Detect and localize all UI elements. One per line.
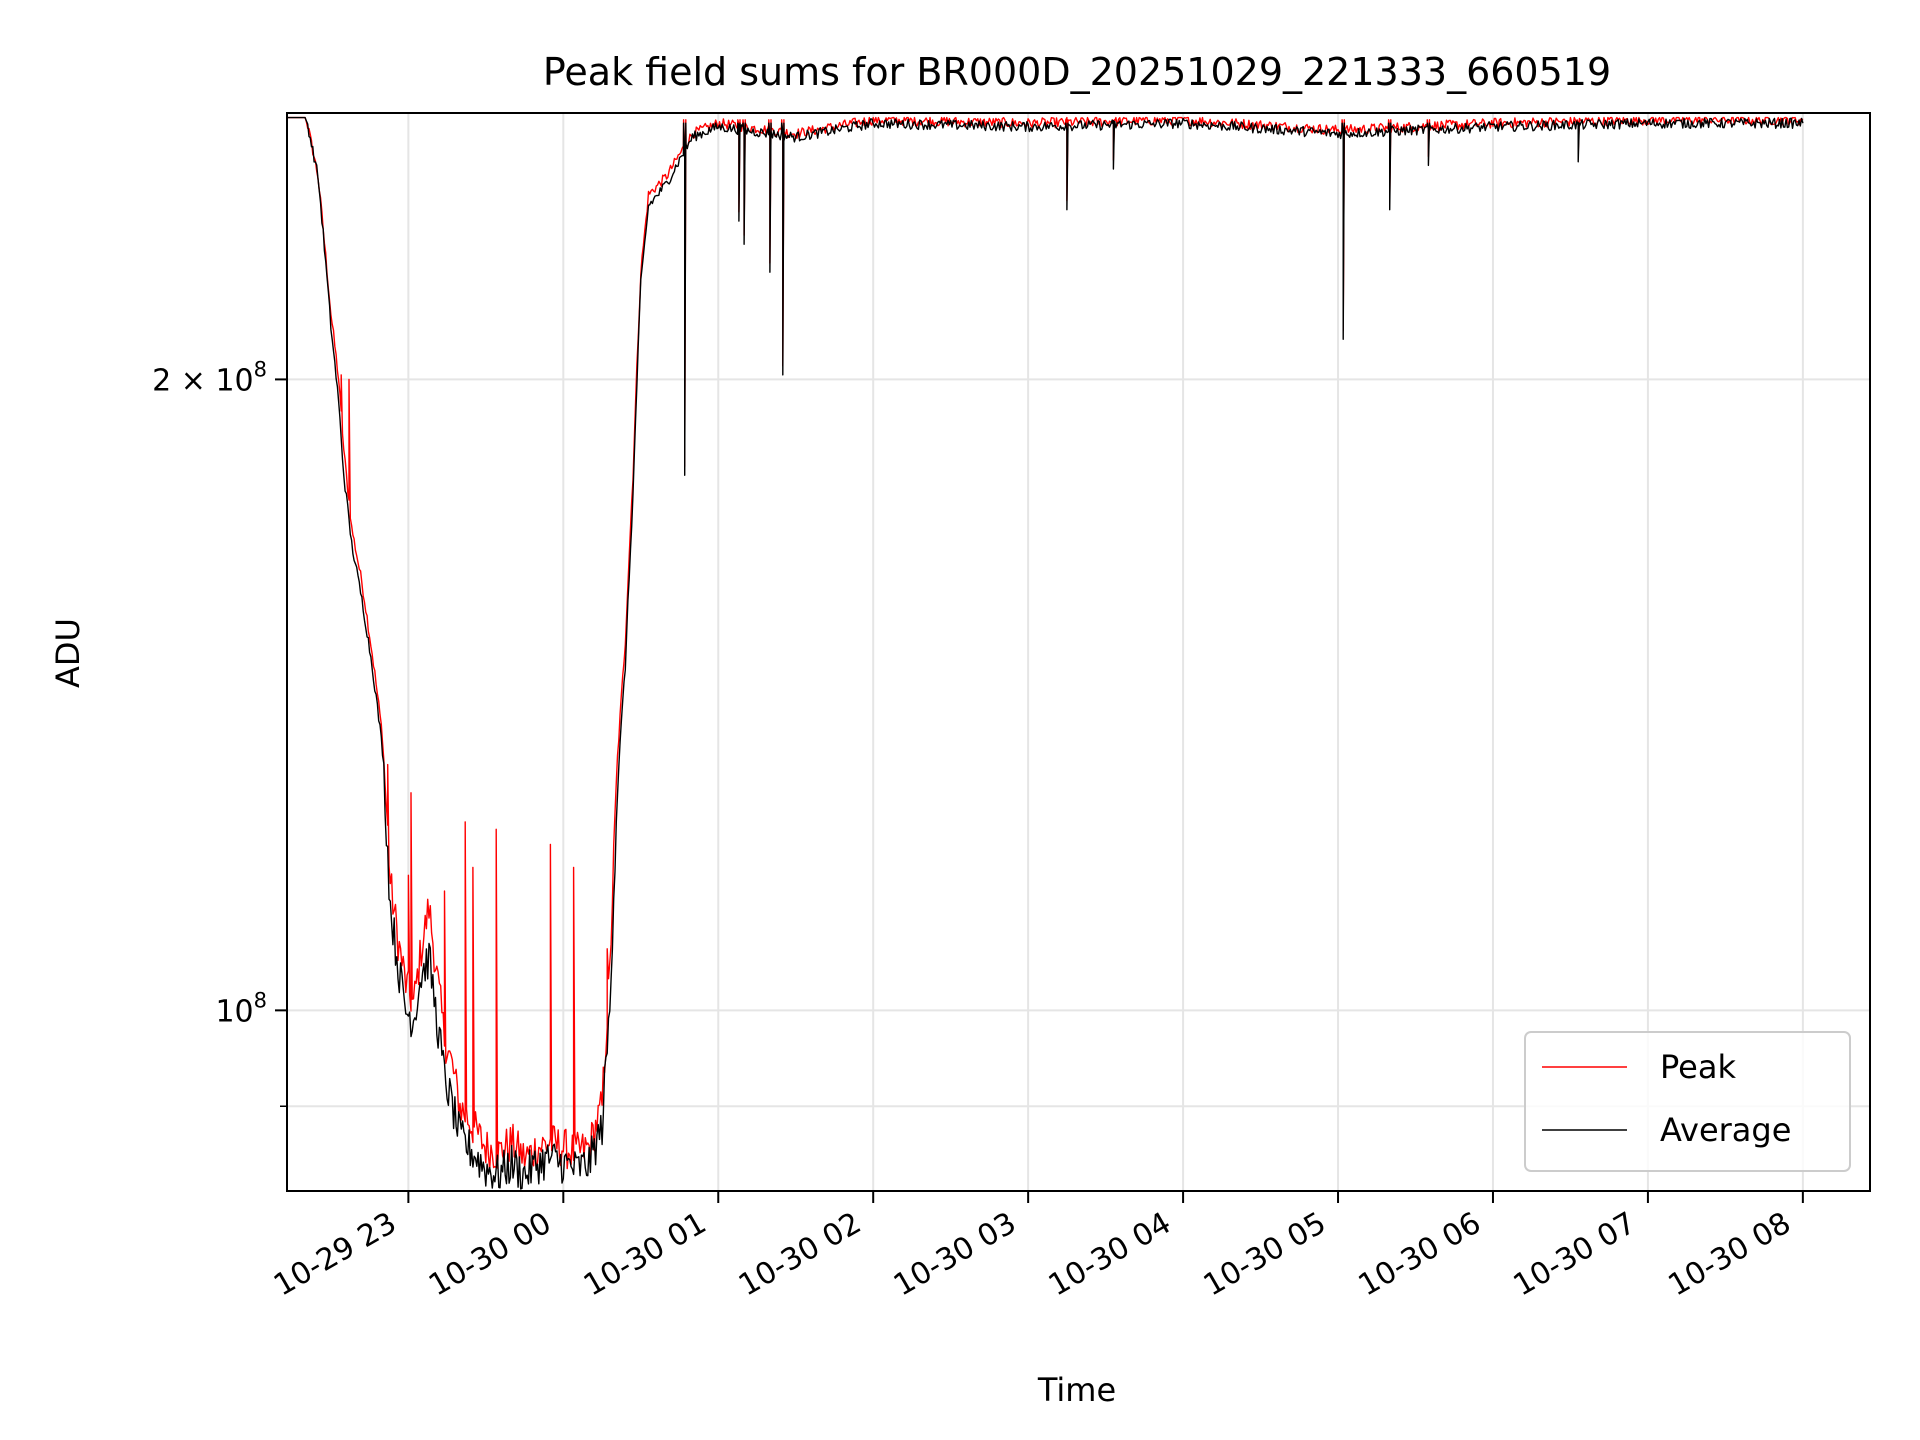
x-axis-label: Time xyxy=(1037,1371,1116,1409)
chart-title: Peak field sums for BR000D_20251029_2213… xyxy=(543,50,1611,94)
y-tick-label: 2 × 108 xyxy=(152,357,267,398)
plot-frame xyxy=(286,112,1871,1192)
series-layer xyxy=(287,116,1804,1190)
series-line-average xyxy=(287,116,1804,1190)
y-axis-label: ADU xyxy=(49,618,87,688)
legend-label-average: Average xyxy=(1660,1111,1791,1149)
legend-label-peak: Peak xyxy=(1660,1048,1736,1086)
grid xyxy=(287,113,1870,1191)
legend: Peak Average xyxy=(1524,1031,1851,1172)
plot-area xyxy=(287,116,1804,1190)
